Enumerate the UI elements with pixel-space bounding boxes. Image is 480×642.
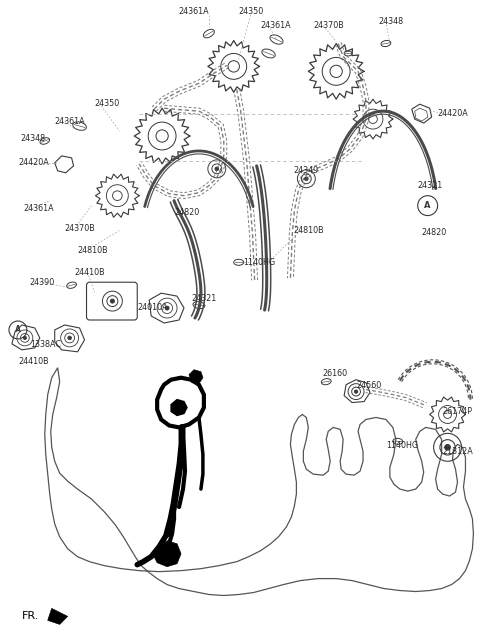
Text: 24810B: 24810B	[293, 226, 324, 235]
Text: 24420A: 24420A	[438, 108, 468, 117]
Circle shape	[68, 336, 72, 340]
Circle shape	[369, 115, 377, 123]
Polygon shape	[171, 399, 187, 415]
Circle shape	[23, 336, 26, 340]
Circle shape	[112, 191, 122, 200]
Text: 24348: 24348	[20, 134, 45, 144]
Text: 24820: 24820	[174, 208, 199, 217]
Text: 24361A: 24361A	[24, 204, 55, 213]
Circle shape	[444, 410, 452, 419]
Text: 24370B: 24370B	[65, 224, 96, 233]
Text: 24420A: 24420A	[18, 159, 48, 168]
Text: 24010A: 24010A	[137, 302, 168, 311]
Text: 24350: 24350	[95, 99, 120, 108]
Text: 24390: 24390	[30, 278, 55, 287]
Text: 21312A: 21312A	[443, 447, 473, 456]
Circle shape	[304, 177, 308, 180]
Text: 24820: 24820	[422, 228, 447, 237]
Text: 24410B: 24410B	[18, 358, 48, 367]
Polygon shape	[189, 370, 203, 384]
Text: 24361A: 24361A	[55, 117, 85, 126]
Circle shape	[215, 167, 218, 171]
Circle shape	[228, 61, 240, 72]
Text: 24348: 24348	[378, 17, 403, 26]
Circle shape	[330, 65, 342, 78]
Text: 24361A: 24361A	[179, 6, 209, 15]
Text: 26160: 26160	[322, 369, 348, 378]
Text: 1338AC: 1338AC	[30, 340, 61, 349]
Text: 24810B: 24810B	[78, 246, 108, 255]
Text: 24410B: 24410B	[74, 268, 105, 277]
Polygon shape	[48, 609, 68, 625]
Text: 24370B: 24370B	[313, 21, 344, 30]
Text: 24321: 24321	[191, 293, 216, 302]
Circle shape	[445, 444, 450, 450]
Text: 24361A: 24361A	[261, 21, 291, 30]
Text: 1140HG: 1140HG	[243, 258, 275, 267]
Text: 24560: 24560	[356, 381, 381, 390]
Circle shape	[354, 390, 358, 393]
Text: A: A	[424, 201, 431, 210]
Text: FR.: FR.	[22, 611, 39, 621]
Text: 1140HG: 1140HG	[386, 441, 418, 450]
Text: 26174P: 26174P	[443, 407, 473, 416]
Polygon shape	[153, 541, 181, 567]
Circle shape	[156, 130, 168, 142]
Polygon shape	[415, 108, 428, 121]
Circle shape	[165, 306, 169, 310]
Circle shape	[110, 299, 114, 303]
Text: 24350: 24350	[238, 6, 263, 15]
Text: A: A	[15, 325, 21, 334]
Text: 24349: 24349	[293, 166, 319, 175]
Text: 24321: 24321	[418, 181, 443, 190]
